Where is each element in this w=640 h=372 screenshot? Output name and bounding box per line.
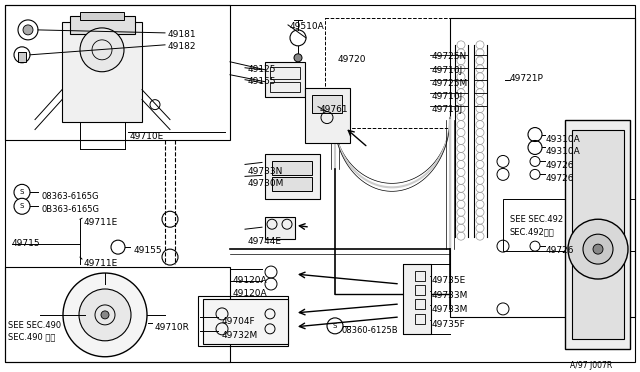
Bar <box>270 82 300 92</box>
Bar <box>198 296 288 346</box>
Bar <box>265 62 305 97</box>
Text: 49744E: 49744E <box>248 237 282 246</box>
Circle shape <box>79 289 131 341</box>
Text: 49310A: 49310A <box>546 147 580 157</box>
Text: 49120A: 49120A <box>233 289 268 298</box>
Bar <box>572 129 624 339</box>
Bar <box>80 12 124 20</box>
Circle shape <box>63 273 147 357</box>
Text: 49721P: 49721P <box>510 74 544 83</box>
Circle shape <box>80 28 124 72</box>
Text: 49711E: 49711E <box>84 259 118 268</box>
Text: 49710J: 49710J <box>432 105 463 113</box>
Bar <box>70 16 135 34</box>
Bar <box>203 299 288 344</box>
Circle shape <box>101 311 109 319</box>
Text: S: S <box>20 203 24 209</box>
Text: 0B363-6165G: 0B363-6165G <box>42 205 100 214</box>
Bar <box>265 217 295 239</box>
Text: 08363-6165G: 08363-6165G <box>42 192 99 201</box>
Text: 49155: 49155 <box>248 77 276 86</box>
Text: 49761: 49761 <box>320 105 349 113</box>
Circle shape <box>568 219 628 279</box>
Text: SEE SEC.492: SEE SEC.492 <box>510 215 563 224</box>
Bar <box>62 22 142 122</box>
Circle shape <box>583 234 613 264</box>
Text: 49735E: 49735E <box>432 276 467 285</box>
Text: 49725M: 49725M <box>432 79 468 88</box>
Text: 49155: 49155 <box>134 246 163 255</box>
Text: 49710R: 49710R <box>155 323 190 332</box>
Text: 49711E: 49711E <box>84 218 118 227</box>
Bar <box>272 161 312 175</box>
Circle shape <box>14 185 30 200</box>
Text: 49733M: 49733M <box>432 305 468 314</box>
Circle shape <box>18 20 38 40</box>
Text: 49725N: 49725N <box>432 52 467 61</box>
Bar <box>325 18 450 128</box>
Text: 49710J: 49710J <box>432 66 463 75</box>
Text: 49710E: 49710E <box>130 132 164 141</box>
Text: 49125: 49125 <box>248 65 276 74</box>
Text: 49735F: 49735F <box>432 320 466 329</box>
Text: S: S <box>333 323 337 329</box>
Bar <box>450 18 635 317</box>
Bar <box>5 267 230 362</box>
Bar <box>5 5 230 140</box>
Bar <box>415 271 425 281</box>
Circle shape <box>294 54 302 62</box>
Text: 49120A: 49120A <box>233 276 268 285</box>
Circle shape <box>14 198 30 214</box>
Text: SEE SEC.490: SEE SEC.490 <box>8 321 61 330</box>
Text: 49733M: 49733M <box>432 291 468 300</box>
Circle shape <box>23 25 33 35</box>
Text: 08360-6125B: 08360-6125B <box>342 326 399 335</box>
Bar <box>272 177 312 191</box>
Text: A/97 J007R: A/97 J007R <box>570 361 612 370</box>
Bar <box>415 285 425 295</box>
Text: 49726: 49726 <box>546 174 575 183</box>
Text: 49733N: 49733N <box>248 167 284 176</box>
Text: SEC.490 参照: SEC.490 参照 <box>8 333 56 342</box>
Bar <box>503 199 635 251</box>
Bar <box>265 154 320 199</box>
Text: S: S <box>20 189 24 195</box>
Bar <box>305 88 350 142</box>
Text: 49510A: 49510A <box>290 22 324 31</box>
Bar <box>415 314 425 324</box>
Text: 49732M: 49732M <box>222 331 259 340</box>
Bar <box>415 299 425 309</box>
Text: 49310A: 49310A <box>546 135 580 144</box>
Bar <box>270 67 300 79</box>
Circle shape <box>327 318 343 334</box>
Bar <box>312 94 342 113</box>
Bar <box>18 52 26 62</box>
Text: 49710J: 49710J <box>432 92 463 101</box>
Text: 49181: 49181 <box>168 30 196 39</box>
Text: 49726: 49726 <box>546 246 575 255</box>
Text: 49726: 49726 <box>546 161 575 170</box>
Circle shape <box>593 244 603 254</box>
Text: 49720: 49720 <box>338 55 367 64</box>
Bar <box>403 264 431 334</box>
Text: 49182: 49182 <box>168 42 196 51</box>
Text: 49704F: 49704F <box>222 317 255 326</box>
Text: 49730M: 49730M <box>248 179 284 188</box>
Text: 49715: 49715 <box>12 239 40 248</box>
Bar <box>565 119 630 349</box>
Text: SEC.492参照: SEC.492参照 <box>510 227 555 236</box>
Circle shape <box>14 47 30 63</box>
